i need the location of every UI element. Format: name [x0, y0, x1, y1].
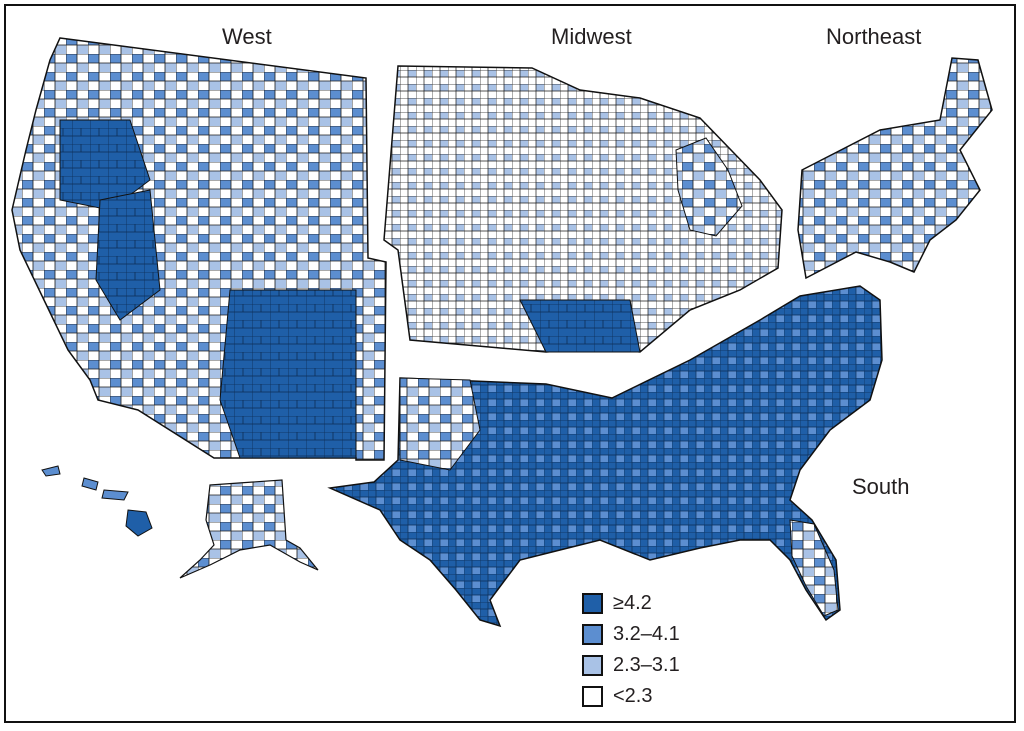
midwest-michigan-peninsula	[675, 137, 743, 237]
legend-label-high: ≥4.2	[613, 592, 652, 614]
west-dark-cluster-nevada	[95, 189, 161, 321]
legend-label-upper-mid: 3.2–4.1	[613, 623, 680, 645]
south-region	[327, 285, 883, 628]
midwest-region-shape	[383, 65, 783, 353]
south-florida-peninsula	[789, 519, 839, 617]
midwest-region	[383, 65, 783, 353]
region-label-west: West	[222, 24, 272, 49]
legend-swatch-upper-mid	[582, 624, 603, 645]
south-light-patch-texas	[399, 377, 481, 471]
alaska-hawaii	[41, 465, 319, 579]
legend-label-lower-mid: 2.3–3.1	[613, 654, 680, 676]
legend: ≥4.2 3.2–4.1 2.3–3.1 <2.3	[582, 588, 680, 712]
hawaii-big-island	[125, 509, 153, 537]
west-dark-cluster-southwest	[219, 289, 357, 459]
legend-item-high: ≥4.2	[582, 588, 680, 619]
midwest-blue-cluster-south	[519, 299, 641, 353]
region-label-midwest: Midwest	[551, 24, 632, 49]
region-label-south: South	[852, 474, 910, 499]
region-label-northeast: Northeast	[826, 24, 922, 49]
legend-item-upper-mid: 3.2–4.1	[582, 619, 680, 650]
legend-swatch-low	[582, 686, 603, 707]
alaska-shape	[179, 479, 319, 579]
legend-swatch-high	[582, 593, 603, 614]
legend-item-low: <2.3	[582, 681, 680, 712]
legend-swatch-lower-mid	[582, 655, 603, 676]
legend-item-lower-mid: 2.3–3.1	[582, 650, 680, 681]
west-region	[11, 37, 387, 461]
northeast-region	[797, 57, 993, 280]
northeast-region-shape	[797, 57, 993, 280]
hawaii-islands	[41, 465, 129, 501]
south-region-shape	[327, 285, 883, 628]
legend-label-low: <2.3	[613, 685, 653, 707]
